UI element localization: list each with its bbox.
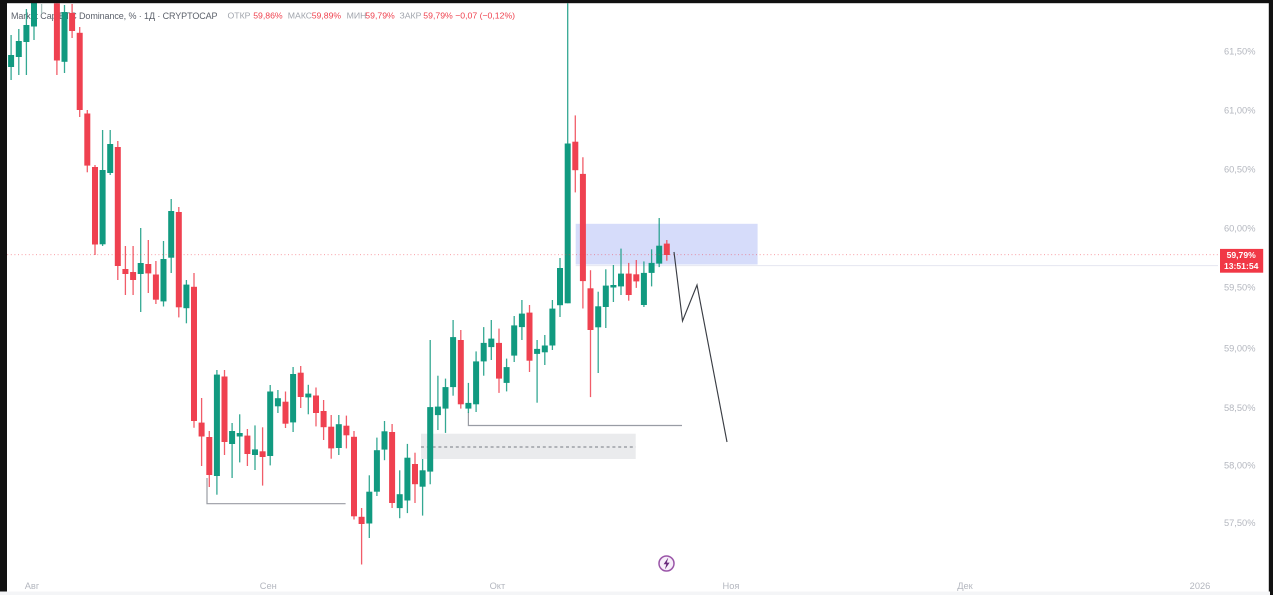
svg-text:Сен: Сен <box>260 581 277 591</box>
svg-text:2026: 2026 <box>1190 581 1211 591</box>
svg-text:59,50%: 59,50% <box>1224 283 1256 293</box>
svg-text:59,79%: 59,79% <box>365 11 395 21</box>
svg-text:60,50%: 60,50% <box>1224 165 1256 175</box>
svg-text:59,79%: 59,79% <box>423 11 453 21</box>
svg-text:МИН: МИН <box>347 11 367 21</box>
svg-text:57,50%: 57,50% <box>1224 518 1256 528</box>
svg-text:МАКС: МАКС <box>288 11 312 21</box>
svg-text:60,00%: 60,00% <box>1224 224 1256 234</box>
svg-text:59,86%: 59,86% <box>253 11 283 21</box>
svg-text:Авг: Авг <box>25 581 40 591</box>
svg-text:59,79%: 59,79% <box>1227 250 1257 260</box>
svg-text:ОТКР: ОТКР <box>228 11 251 21</box>
svg-text:61,50%: 61,50% <box>1224 47 1256 57</box>
svg-text:59,89%: 59,89% <box>312 11 342 21</box>
svg-text:13:51:54: 13:51:54 <box>1224 261 1259 271</box>
svg-text:ЗАКР: ЗАКР <box>400 11 422 21</box>
svg-text:Дек: Дек <box>957 581 973 591</box>
svg-text:Ноя: Ноя <box>723 581 740 591</box>
svg-text:58,00%: 58,00% <box>1224 461 1256 471</box>
svg-text:59,00%: 59,00% <box>1224 344 1256 354</box>
svg-text:Market Cap BTC Dominance, % ·: Market Cap BTC Dominance, % · 1Д · CRYPT… <box>11 11 218 21</box>
svg-text:−0,07 (−0,12%): −0,07 (−0,12%) <box>455 11 515 21</box>
svg-text:58,50%: 58,50% <box>1224 403 1256 413</box>
svg-text:61,00%: 61,00% <box>1224 106 1256 116</box>
svg-text:Окт: Окт <box>490 581 506 591</box>
